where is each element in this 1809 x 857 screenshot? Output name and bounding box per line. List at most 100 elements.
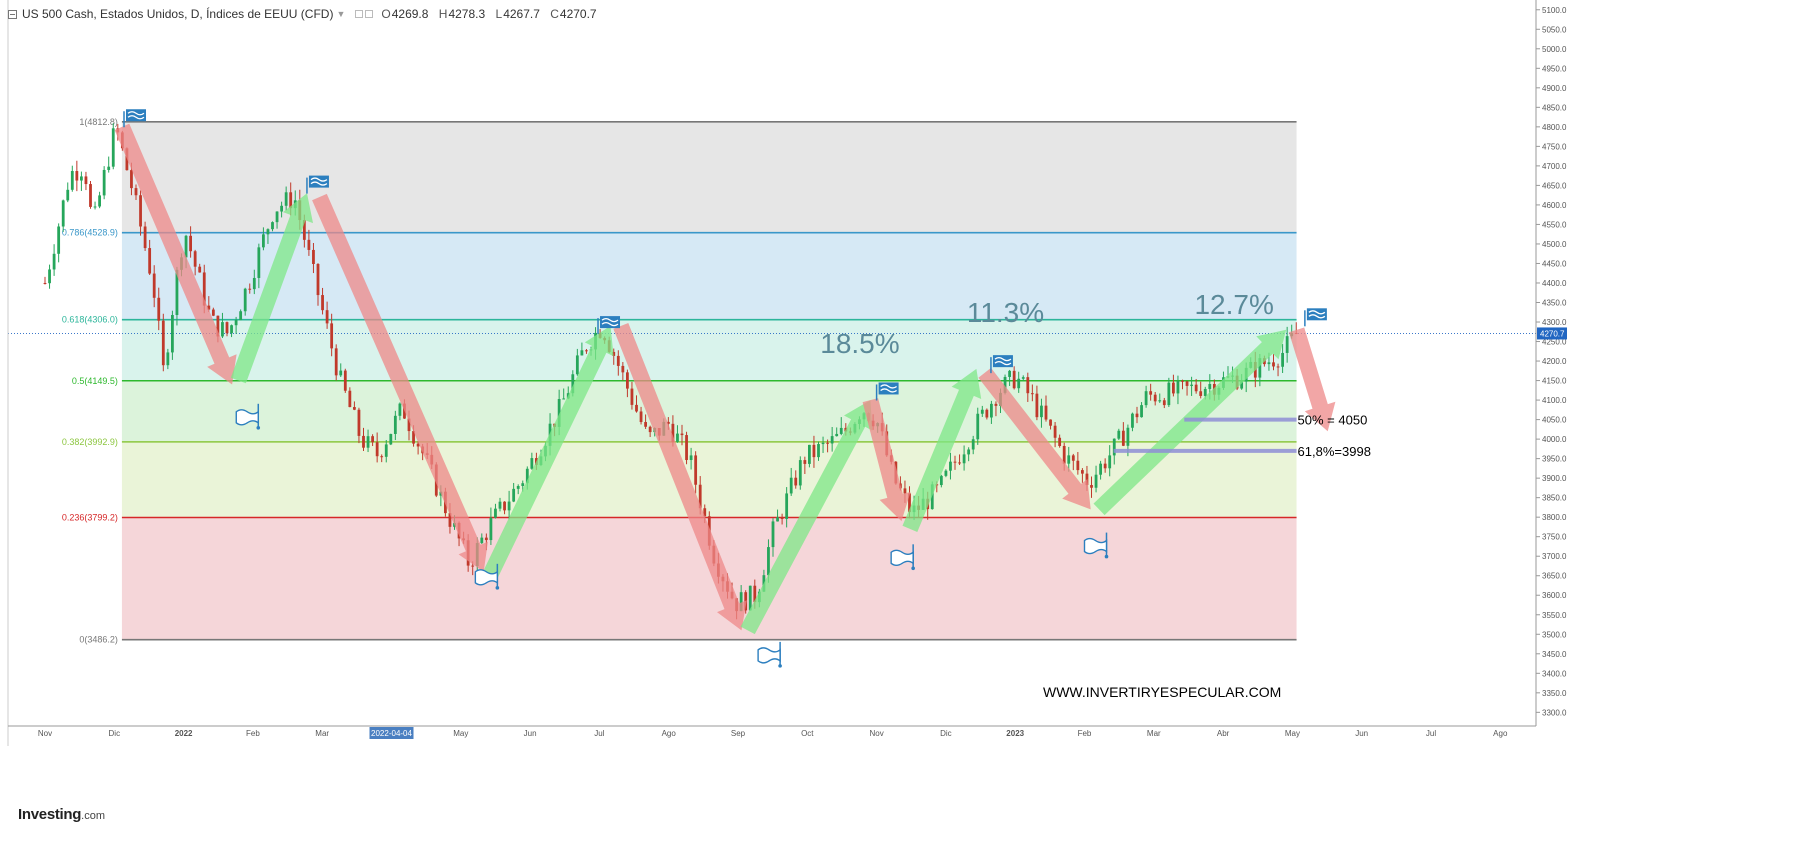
candle-body: [990, 403, 993, 418]
candle-body: [316, 263, 320, 296]
candle-body: [257, 247, 261, 278]
time-tick-label: Feb: [246, 729, 260, 738]
candle-body: [89, 184, 92, 207]
candle-body: [48, 269, 51, 284]
time-tick-label: Mar: [315, 729, 329, 738]
candle-body: [403, 403, 406, 419]
candle-body: [1021, 377, 1025, 379]
price-tick-label: 4700.0: [1542, 162, 1567, 171]
close-key: C: [550, 7, 559, 21]
fib-level-label: 0.5(4149.5): [72, 376, 118, 386]
candle-body: [1276, 366, 1280, 368]
time-tick-label: Jun: [524, 729, 537, 738]
price-tick-label: 3750.0: [1542, 533, 1567, 542]
flag-anchor: [256, 425, 261, 430]
candle-body: [958, 462, 961, 464]
candle-body: [644, 422, 647, 427]
candle-body: [794, 477, 798, 486]
flag-outline-icon: [235, 403, 261, 430]
candle-body: [234, 320, 238, 326]
arrow-down: [114, 123, 237, 385]
arrow-up: [740, 400, 873, 635]
flags: [123, 109, 1327, 668]
candle-body: [66, 189, 70, 201]
candle-body: [575, 355, 579, 375]
price-tick-label: 4000.0: [1542, 435, 1567, 444]
price-tick-label: 4350.0: [1542, 299, 1567, 308]
price-tick-label: 3400.0: [1542, 669, 1567, 678]
high-key: H: [438, 7, 448, 21]
candle-body: [808, 444, 811, 464]
candle-body: [1149, 391, 1153, 395]
candle-body: [771, 521, 775, 548]
open-key: O: [381, 7, 391, 21]
chevron-down-icon[interactable]: ▼: [336, 9, 346, 19]
candle-body: [903, 488, 907, 494]
flag-cloth: [1083, 537, 1108, 555]
candle-body: [767, 547, 770, 576]
price-axis: 3300.0 3350.0 3400.0 3450.0 3500.0 3550.0 3600…: [7, 0, 1567, 746]
candle-body: [1199, 391, 1203, 396]
candle-body: [412, 431, 415, 444]
watermark: WWW.INVERTIRYESPECULAR.COM: [1043, 684, 1281, 700]
candle-body: [1035, 393, 1039, 418]
candle-body: [330, 323, 334, 349]
candle-body: [348, 390, 352, 408]
price-tick-label: 4400.0: [1542, 279, 1567, 288]
candle-body: [130, 170, 133, 189]
flag-icon: [990, 355, 1013, 374]
time-tick-label: Ago: [662, 729, 677, 738]
candle-body: [1103, 463, 1107, 469]
fib-level-label: 0.382(3992.9): [62, 437, 118, 447]
candle-body: [1099, 463, 1102, 475]
percent-annotation: 12.7%: [1194, 289, 1273, 320]
candle-body: [1049, 419, 1052, 426]
candle-body: [967, 449, 971, 455]
flag-outline-icon: [474, 563, 500, 590]
price-tick-label: 5100.0: [1542, 6, 1567, 15]
arrow-down: [1288, 327, 1336, 432]
flag-pattern: [1308, 310, 1326, 319]
price-tick-label: 5000.0: [1542, 45, 1567, 54]
candle-body: [1076, 460, 1080, 471]
flag-icon: [875, 382, 899, 401]
candle-body: [334, 348, 338, 376]
price-tick-label: 3900.0: [1542, 474, 1567, 483]
close-value: 4270.7: [559, 7, 597, 21]
flag-pattern: [127, 111, 145, 120]
candle-body: [949, 461, 952, 471]
candle-body: [375, 442, 379, 457]
fib-level-label: 0.236(3799.2): [62, 512, 118, 522]
candle-body: [1117, 430, 1121, 439]
candle-body: [521, 483, 525, 487]
time-tick-label: Oct: [801, 729, 814, 738]
candle-body: [635, 404, 638, 412]
candle-body: [1144, 391, 1148, 406]
candle-body: [93, 206, 97, 208]
candle-body: [252, 277, 256, 290]
candle-body: [507, 501, 511, 511]
instrument-title[interactable]: US 500 Cash, Estados Unidos, D, Índices …: [22, 7, 334, 21]
time-tick-label: Jul: [1426, 729, 1436, 738]
candle-body: [284, 192, 288, 206]
candle-body: [175, 269, 179, 316]
candle-body: [612, 351, 616, 356]
candle-body: [648, 426, 652, 433]
flag-cloth: [474, 569, 499, 586]
candle-body: [275, 211, 279, 223]
candle-body: [812, 444, 816, 458]
candle-body: [626, 372, 629, 389]
candle-body: [98, 195, 101, 207]
candle-body: [498, 501, 502, 509]
candle-body: [143, 226, 147, 249]
close-icon[interactable]: [365, 10, 374, 18]
settings-icon[interactable]: [355, 10, 364, 18]
price-tick-label: 4550.0: [1542, 220, 1567, 229]
candle-body: [803, 460, 807, 464]
candle-body: [111, 128, 115, 167]
collapse-icon[interactable]: [8, 9, 17, 19]
time-tick-label: Mar: [1147, 729, 1161, 738]
percent-annotation: 11.3%: [967, 297, 1044, 328]
candle-body: [962, 454, 966, 464]
